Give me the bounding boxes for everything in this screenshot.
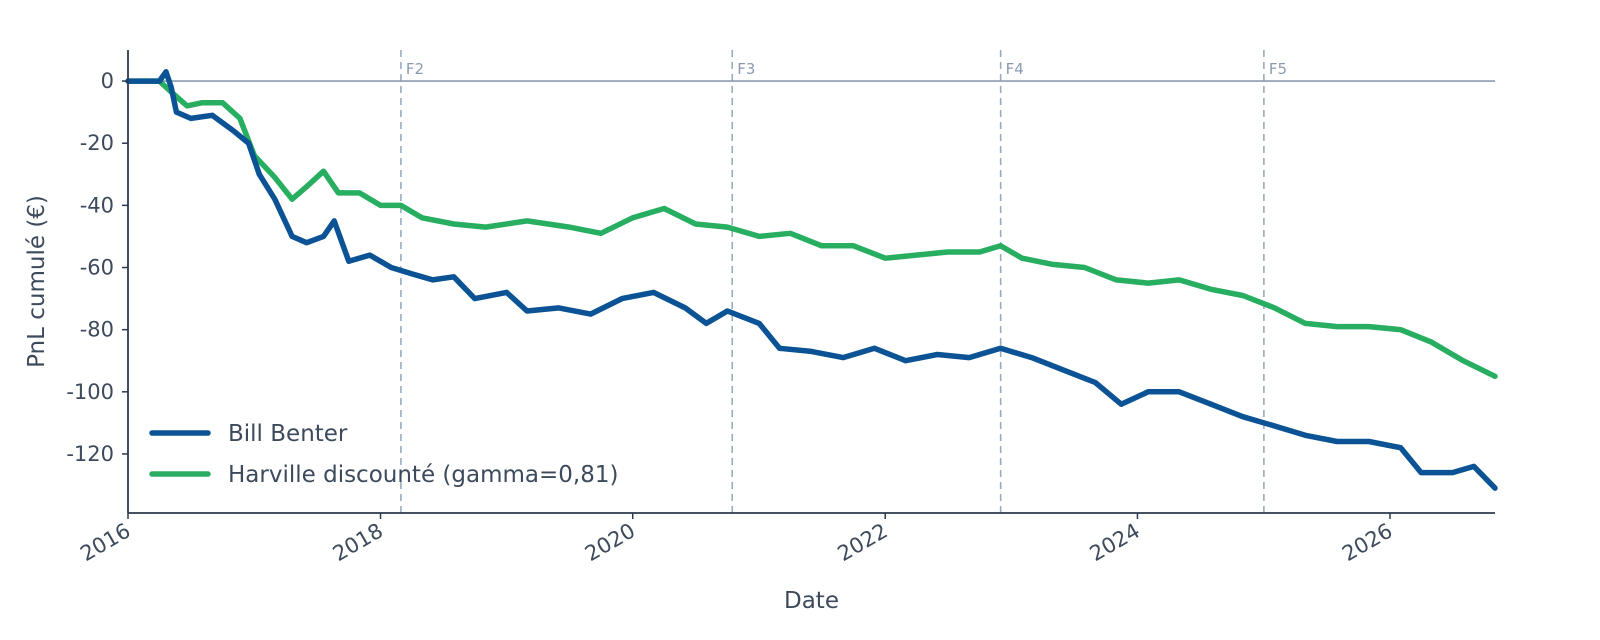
legend-label-0: Bill Benter bbox=[228, 421, 348, 447]
series-line-0 bbox=[125, 69, 1498, 491]
y-tick-label: -40 bbox=[80, 193, 114, 217]
x-tick-label: 2022 bbox=[833, 519, 891, 567]
y-tick-label: -60 bbox=[80, 256, 114, 280]
y-tick-label: -80 bbox=[80, 318, 114, 342]
fold-marker-label-f5: F5 bbox=[1269, 60, 1287, 78]
y-tick-label: 0 bbox=[101, 69, 114, 93]
legend-label-1: Harville discounté (gamma=0,81) bbox=[228, 462, 618, 488]
y-tick-label: -20 bbox=[80, 131, 114, 155]
x-ticks: 2016 2018 2020 2022 2024 2026 bbox=[76, 513, 1396, 566]
fold-marker-label-f3: F3 bbox=[737, 60, 755, 78]
y-tick-label: -120 bbox=[66, 442, 114, 466]
series-line-1 bbox=[125, 78, 1498, 380]
fold-marker-label-f2: F2 bbox=[406, 60, 424, 78]
fold-markers: F2 F3 F4 F5 bbox=[400, 50, 1287, 513]
x-tick-label: 2020 bbox=[581, 519, 639, 567]
x-tick-label: 2018 bbox=[329, 519, 387, 567]
legend: Bill Benter Harville discounté (gamma=0,8… bbox=[149, 421, 618, 488]
x-axis-title: Date bbox=[784, 588, 839, 614]
series-lines bbox=[125, 69, 1498, 491]
x-tick-label: 2016 bbox=[76, 519, 134, 567]
y-tick-label: -100 bbox=[66, 380, 114, 404]
y-ticks: 0 -20 -40 -60 -80 -100 -120 bbox=[66, 69, 128, 466]
y-axis-title: PnL cumulé (€) bbox=[24, 195, 50, 368]
x-tick-label: 2024 bbox=[1086, 519, 1144, 567]
x-tick-label: 2026 bbox=[1338, 519, 1396, 567]
fold-marker-label-f4: F4 bbox=[1006, 60, 1024, 78]
